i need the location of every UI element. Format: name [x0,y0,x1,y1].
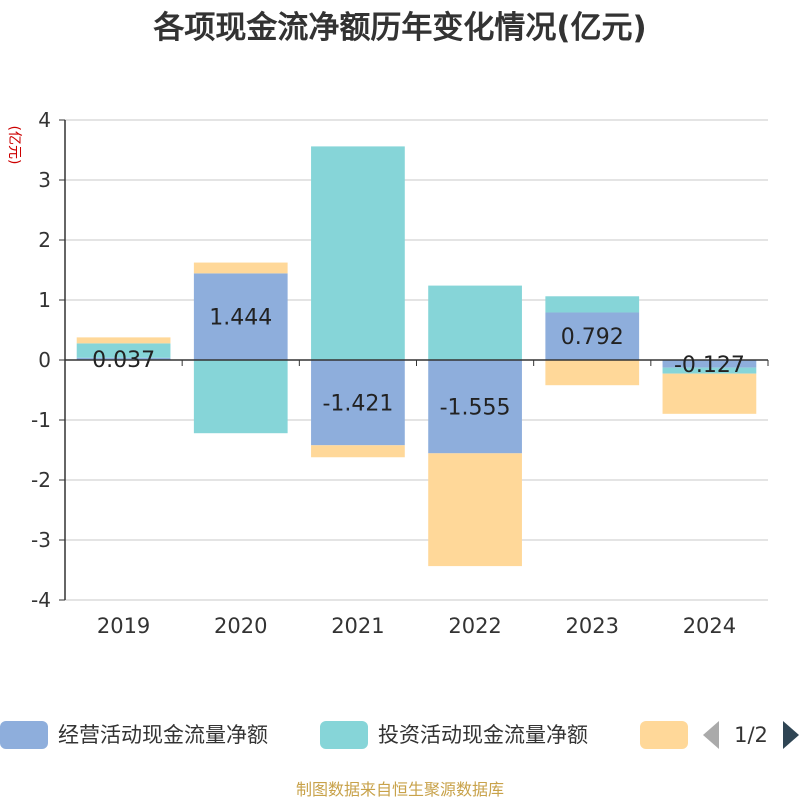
bar-series-3-2023 [545,360,640,386]
legend-pager[interactable]: 1/2 [703,721,799,749]
axes: 4 3 2 1 0 -1 -2 -3 -4 2019 2020 2021 2022 2023 2024 [31,108,769,638]
bar-series-1-2022 [428,360,522,454]
y-axis-unit: (亿元) [6,126,22,165]
data-label: 0.037 [92,348,155,373]
x-tick-label: 2023 [566,614,619,638]
data-label: -1.421 [322,392,393,417]
y-tick-label: 3 [38,168,51,192]
y-tick-label: 1 [38,288,51,312]
bar-series-2-2022 [428,285,522,360]
bar-series-2-2020 [193,360,288,434]
data-source: 制图数据来自恒生聚源数据库 [296,780,504,799]
bar-series-3-2021 [311,445,405,458]
bar-series-2-2019 [76,343,171,358]
chart-title: 各项现金流净额历年变化情况(亿元) [152,10,646,46]
bar-series-2-2021 [311,146,405,360]
x-tick-label: 2022 [448,614,501,638]
bar-series-2-2024 [662,367,757,374]
bar-series-2-2023 [545,296,640,313]
x-tick-label: 2020 [214,614,267,638]
x-tick-label: 2019 [97,614,150,638]
y-tick-label: -4 [31,588,51,612]
bar-series-1-2021 [311,360,405,446]
y-tick-label: 0 [38,348,51,372]
legend-swatch[interactable] [640,721,688,749]
data-label: 0.792 [561,325,624,350]
bar-series-1-2023 [545,312,640,360]
bar-series-1-2019 [76,357,171,360]
y-tick-label: -2 [31,468,51,492]
data-labels: 0.037 1.444 -1.421 -1.555 0.792 -0.127 [92,306,745,421]
bar-series-3-2020 [193,262,288,274]
data-label: -0.127 [674,353,745,378]
bar-series-3-2022 [428,453,522,567]
y-tick-label: -1 [31,408,51,432]
bar-series-3-2024 [662,373,757,414]
legend-page-indicator: 1/2 [734,723,768,747]
legend-next-arrow-icon[interactable] [783,721,799,749]
legend[interactable]: 经营活动现金流量净额 投资活动现金流量净额 [0,721,688,749]
bar-series-1-2020 [193,273,288,360]
data-label: -1.555 [440,396,511,421]
data-label: 1.444 [209,306,272,331]
x-tick-label: 2024 [683,614,736,638]
x-tick-label: 2021 [331,614,384,638]
legend-prev-arrow-icon[interactable] [703,721,719,749]
y-tick-label: 4 [38,108,51,132]
legend-swatch[interactable] [320,721,368,749]
bar-series [76,146,757,567]
y-tick-label: -3 [31,528,51,552]
y-tick-label: 2 [38,228,51,252]
legend-swatch[interactable] [0,721,48,749]
bar-series-1-2024 [662,360,757,368]
bar-series-3-2019 [76,337,171,344]
legend-label[interactable]: 经营活动现金流量净额 [58,723,268,747]
legend-label[interactable]: 投资活动现金流量净额 [378,723,588,747]
